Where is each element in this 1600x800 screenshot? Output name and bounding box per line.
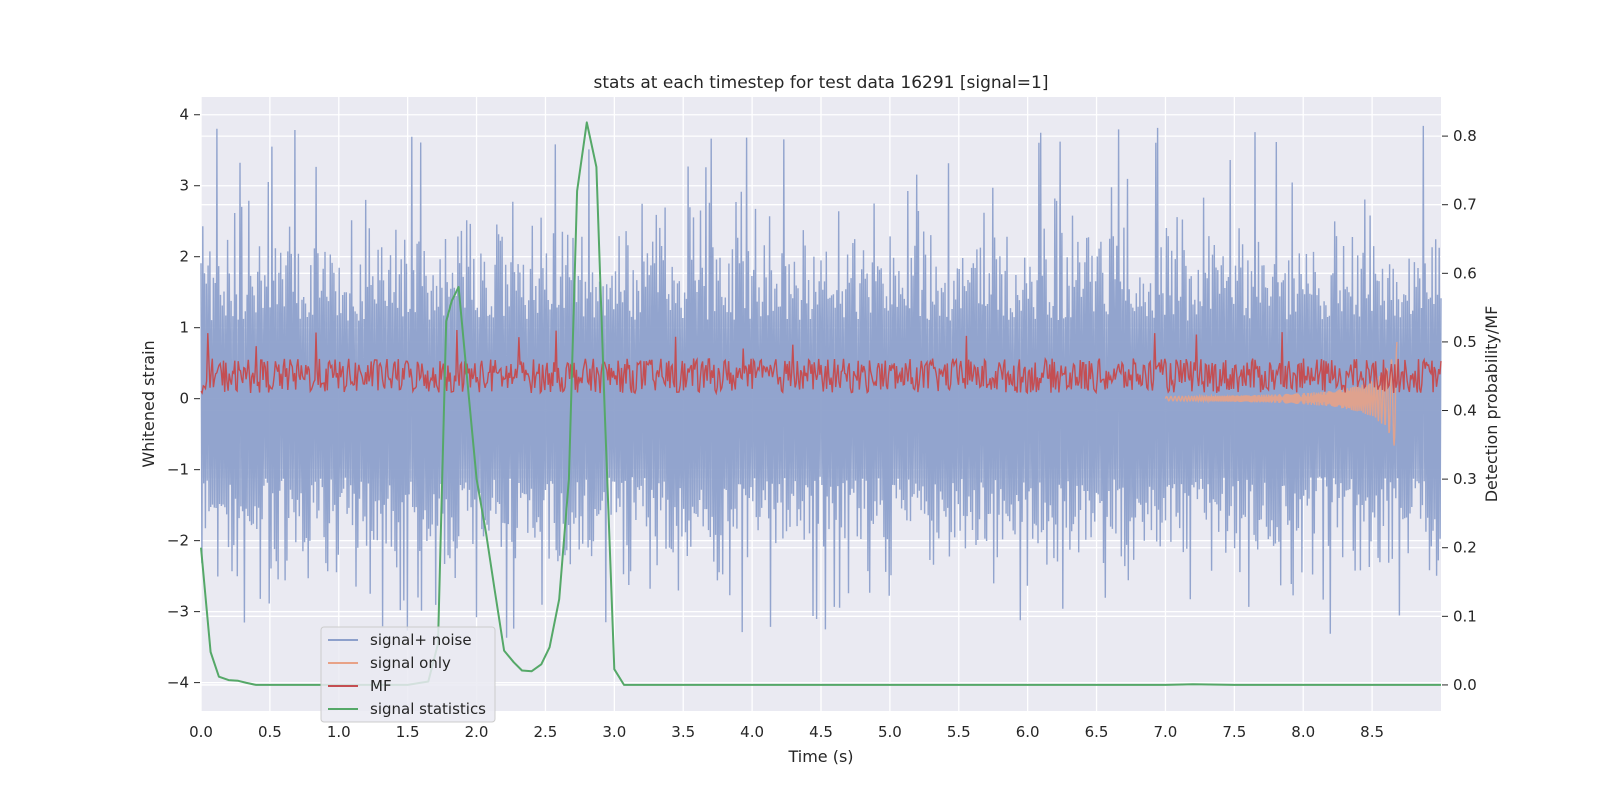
y2-axis-title: Detection probability/MF: [1482, 306, 1501, 503]
x-tick-label: 3.5: [671, 723, 695, 741]
y-tick-label: −2: [167, 532, 189, 550]
x-tick-label: 5.5: [947, 723, 971, 741]
x-tick-label: 8.0: [1291, 723, 1315, 741]
y-tick-label: −3: [167, 603, 189, 621]
legend-label-signal-noise: signal+ noise: [370, 631, 472, 649]
x-tick-label: 1.5: [396, 723, 420, 741]
x-tick-label: 2.0: [465, 723, 489, 741]
ticks: 0.0 0.5 1.0 1.5 2.0 2.5 3.0 3.5 4.0 4.5 5.0 5.5 6.0 6…: [167, 106, 1477, 741]
x-tick-label: 0.0: [189, 723, 213, 741]
series-signal-statistics-line: [200, 121, 1441, 686]
y-tick-label: 3: [179, 177, 189, 195]
y2-tick-label: 0.3: [1453, 470, 1477, 488]
y2-tick-label: 0.4: [1453, 402, 1477, 420]
x-tick-label: 5.0: [878, 723, 902, 741]
y-tick-label: 1: [179, 319, 189, 337]
x-tick-label: 4.0: [740, 723, 764, 741]
series-signal-noise-line: [200, 125, 1442, 638]
x-tick-label: 8.5: [1360, 723, 1384, 741]
y2-tick-label: 0.6: [1453, 264, 1477, 282]
x-tick-label: 6.5: [1085, 723, 1109, 741]
x-tick-label: 6.0: [1016, 723, 1040, 741]
y2-tick-label: 0.0: [1453, 676, 1477, 694]
legend-label-signal-statistics: signal statistics: [370, 700, 486, 718]
x-tick-label: 4.5: [809, 723, 833, 741]
series-layer: [200, 121, 1442, 686]
y-tick-label: −4: [167, 674, 189, 692]
legend-label-mf: MF: [370, 677, 392, 695]
series-mf-line: [200, 329, 1442, 396]
x-tick-label: 3.0: [602, 723, 626, 741]
x-tick-label: 0.5: [258, 723, 282, 741]
x-tick-label: 2.5: [534, 723, 558, 741]
x-tick-label: 1.0: [327, 723, 351, 741]
y-tick-label: 0: [179, 390, 189, 408]
legend-label-signal-only: signal only: [370, 654, 451, 672]
x-tick-label: 7.0: [1154, 723, 1178, 741]
series-signal-only-line: [1164, 341, 1398, 446]
y-tick-label: 2: [179, 248, 189, 266]
x-tick-label: 7.5: [1222, 723, 1246, 741]
y-axis-title: Whitened strain: [139, 340, 158, 467]
x-axis-title: Time (s): [787, 747, 853, 766]
y2-tick-label: 0.2: [1453, 539, 1477, 557]
legend: signal+ noise signal only MF signal stat…: [320, 626, 496, 723]
y2-tick-label: 0.7: [1453, 196, 1477, 214]
y-tick-label: −1: [167, 461, 189, 479]
y2-tick-label: 0.5: [1453, 333, 1477, 351]
y-tick-label: 4: [179, 106, 189, 124]
chart-title: stats at each timestep for test data 162…: [594, 73, 1049, 93]
y2-tick-label: 0.8: [1453, 127, 1477, 145]
y2-tick-label: 0.1: [1453, 607, 1477, 625]
legend-frame: [320, 626, 496, 723]
